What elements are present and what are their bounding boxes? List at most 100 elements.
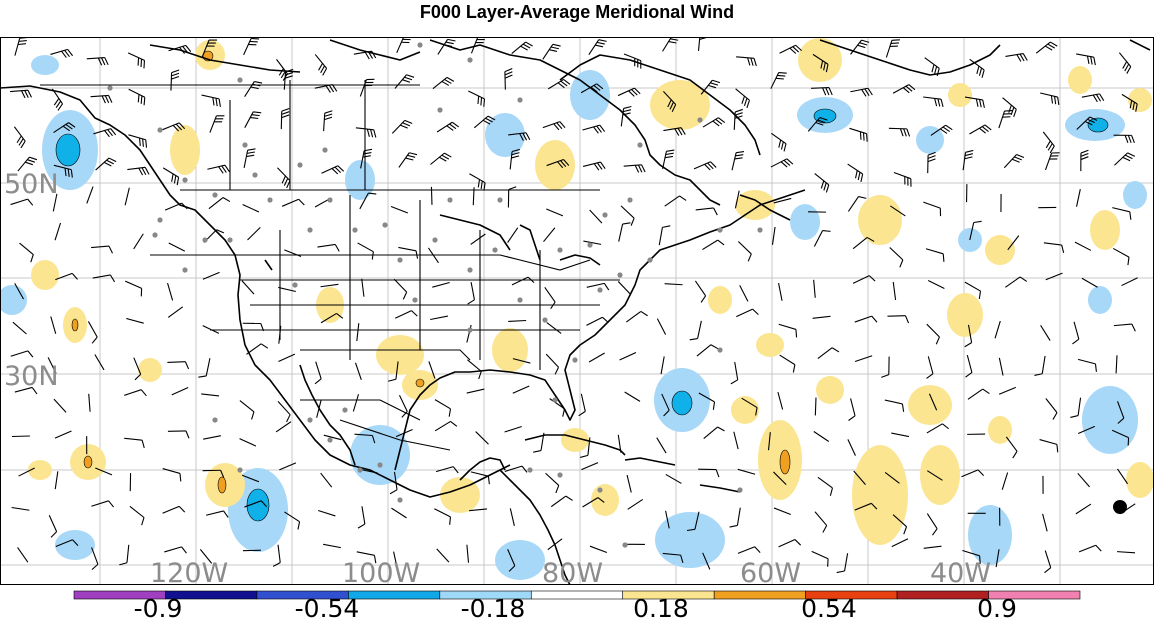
- wind-barb: [927, 151, 936, 174]
- wind-barb: [852, 236, 875, 250]
- wind-barb: [507, 186, 517, 208]
- station-marker: [552, 397, 558, 403]
- wind-barb: [623, 53, 642, 69]
- colorbar-segment: [713, 590, 806, 600]
- wind-barb: [700, 79, 721, 95]
- contour-region: [535, 140, 575, 190]
- wind-barb: [697, 37, 708, 51]
- wind-barb: [589, 209, 603, 224]
- wind-barb: [850, 39, 870, 55]
- wind-barb: [546, 322, 562, 334]
- wind-barb: [778, 323, 798, 338]
- wind-barb: [1042, 513, 1048, 532]
- wind-barb: [277, 167, 291, 189]
- wind-barb: [888, 127, 911, 137]
- wind-barb: [586, 282, 610, 291]
- wind-barb: [813, 431, 830, 442]
- wind-barb: [355, 127, 377, 138]
- wind-barb: [1003, 153, 1025, 169]
- wind-barb: [730, 361, 739, 385]
- wind-barb: [241, 474, 260, 483]
- wind-barb: [18, 467, 35, 477]
- wind-barb: [962, 149, 974, 171]
- wind-barb: [814, 173, 830, 193]
- wind-barb: [698, 468, 720, 478]
- wind-barb: [1121, 277, 1138, 287]
- wind-barb: [202, 325, 220, 334]
- contour-region: [1090, 210, 1120, 250]
- wind-barb: [542, 43, 561, 60]
- wind-barb: [278, 286, 296, 293]
- wind-barb: [770, 132, 787, 152]
- contour-region: [485, 113, 525, 157]
- colorbar-segment: [530, 590, 624, 600]
- wind-barb: [359, 78, 375, 97]
- wind-barb: [275, 421, 292, 433]
- wind-barb: [703, 426, 725, 439]
- contour-region: [1087, 117, 1109, 133]
- wind-barb: [662, 149, 675, 170]
- wind-barb: [580, 83, 604, 94]
- wind-barb: [770, 71, 787, 89]
- wind-barb: [836, 553, 849, 574]
- wind-barb: [656, 437, 667, 454]
- wind-barb: [53, 122, 76, 133]
- wind-barb: [619, 352, 637, 361]
- wind-barb: [432, 281, 450, 288]
- wind-barb: [167, 430, 190, 439]
- station-marker: [397, 497, 403, 503]
- lat-label-30n: 30N: [4, 361, 59, 392]
- wind-barb: [1005, 276, 1028, 288]
- wind-barb: [770, 158, 794, 168]
- wind-barb: [1078, 425, 1096, 434]
- wind-barb: [811, 550, 829, 567]
- lon-label-100w: 100W: [342, 558, 420, 589]
- wind-barb: [853, 470, 866, 485]
- wind-barb: [202, 469, 225, 478]
- wind-barb: [849, 127, 868, 142]
- wind-barb: [398, 246, 419, 259]
- contour-region: [671, 390, 693, 416]
- wind-barb: [923, 201, 942, 217]
- wind-barb: [617, 87, 641, 97]
- wind-barb: [507, 549, 516, 572]
- wind-barb: [658, 225, 671, 246]
- wind-barb: [1040, 324, 1051, 341]
- contour-region: [31, 55, 59, 75]
- wind-barb: [10, 89, 32, 99]
- wind-barb: [354, 362, 362, 381]
- wind-barb: [511, 276, 535, 286]
- wind-barb: [320, 312, 344, 324]
- contour-region: [708, 286, 732, 314]
- wind-barb: [469, 173, 486, 191]
- wind-barb: [736, 308, 759, 318]
- wind-barb: [1034, 355, 1046, 376]
- colorbar-segment: [896, 590, 989, 600]
- contour-region: [916, 126, 944, 154]
- wind-barb: [1080, 149, 1089, 172]
- wind-barb: [1112, 247, 1130, 266]
- wind-barb: [469, 508, 488, 512]
- wind-barb: [814, 397, 817, 416]
- wind-barb: [124, 187, 130, 206]
- colorbar-segment: [988, 590, 1081, 600]
- wind-barb: [434, 399, 452, 417]
- wind-barb: [283, 68, 294, 90]
- wind-barb: [1040, 92, 1060, 106]
- wind-barb: [545, 472, 560, 494]
- wind-barb: [13, 126, 26, 149]
- wind-barb: [55, 539, 79, 548]
- contour-region: [731, 396, 759, 424]
- wind-barb: [10, 350, 34, 358]
- wind-barb: [693, 161, 717, 171]
- wind-barb: [10, 198, 34, 206]
- wind-barb: [1076, 116, 1098, 130]
- wind-barb: [239, 438, 257, 447]
- wind-barb: [771, 226, 776, 245]
- wind-barb: [12, 321, 27, 335]
- contour-region: [345, 160, 375, 200]
- wind-barb: [961, 469, 985, 478]
- wind-barb: [321, 165, 345, 175]
- wind-barb: [1117, 551, 1136, 554]
- wind-barb: [847, 439, 856, 456]
